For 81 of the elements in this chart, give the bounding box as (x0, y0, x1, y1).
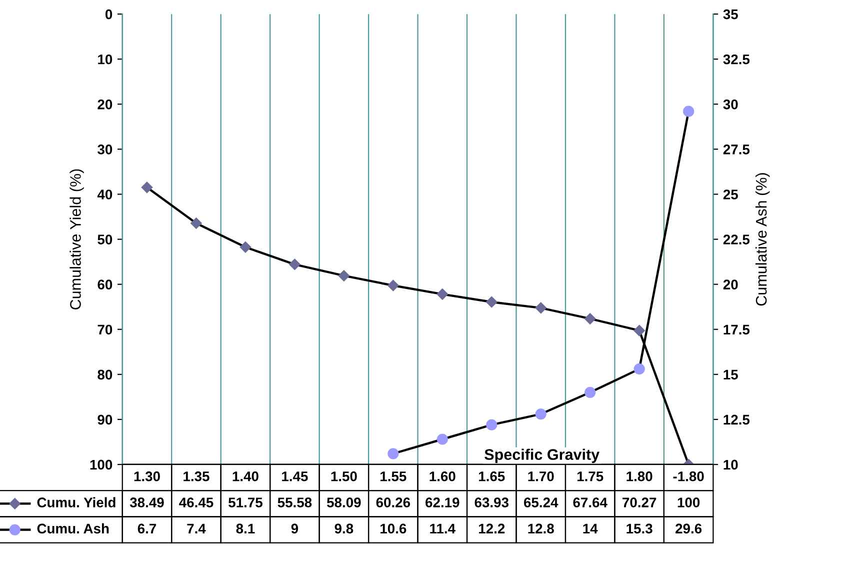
data-label: 63.93 (474, 498, 509, 508)
y-tick-label: 60 (98, 280, 112, 290)
legend-label: Cumu. Ash (37, 523, 109, 534)
y2-tick-label: 30 (723, 99, 738, 110)
data-label: 67.64 (573, 498, 608, 508)
text: 9 (291, 524, 298, 534)
point (634, 363, 645, 375)
y-tick-label: 0 (105, 9, 112, 20)
data-label: 51.75 (228, 498, 262, 508)
y-tick-label: 90 (98, 414, 112, 425)
point (486, 296, 498, 308)
x-axis-title: Specific Gravity (484, 448, 600, 463)
point (388, 448, 399, 460)
y2-tick-label: 15 (724, 370, 738, 380)
y2-tick-label: 32.5 (723, 54, 750, 64)
y-tick-label: 40 (97, 190, 112, 200)
data-label: 38.49 (130, 498, 164, 508)
point (634, 324, 645, 336)
x-tick-label: 1.70 (528, 471, 554, 482)
y-tick-label: 70 (98, 324, 112, 335)
data-label: 62.19 (426, 498, 460, 508)
point (584, 313, 596, 324)
data-label: 58.09 (326, 498, 361, 508)
data-label: 100 (678, 498, 700, 508)
data-label: 46.45 (179, 498, 214, 508)
y-tick-label: 50 (98, 234, 112, 244)
data-label: 12.2 (478, 524, 505, 534)
y2-tick-label: 35 (723, 9, 738, 20)
data-label: 29.6 (676, 524, 702, 534)
y2-tick-label: 20 (723, 280, 738, 290)
data-label: 65.24 (524, 498, 558, 508)
y-tick-label: 10 (98, 54, 112, 64)
y-axis-title: Cumulative Yield (%) (70, 169, 84, 310)
data-label: 55.58 (278, 498, 312, 508)
y2-tick-label: 12.5 (724, 414, 750, 425)
point (436, 288, 448, 300)
data-label: 10.6 (380, 524, 406, 534)
point (338, 270, 350, 282)
y2-tick-label: 22.5 (723, 234, 750, 244)
point (289, 258, 300, 270)
point (486, 419, 498, 430)
x-tick-label: 1.30 (134, 471, 160, 482)
point (388, 280, 399, 292)
x-tick-label: 1.40 (232, 471, 258, 482)
y-tick-label: 80 (98, 370, 112, 380)
x-tick-label: 1.75 (577, 472, 604, 482)
x-tick-label: 1.45 (282, 472, 308, 482)
y-tick-label: 20 (98, 99, 112, 110)
point (535, 408, 546, 420)
point (683, 106, 694, 117)
x-tick-label: 1.50 (331, 471, 357, 482)
y2-tick-label: 10 (724, 460, 738, 470)
x-tick-label: 1.60 (430, 471, 456, 482)
x-tick-label: 1.65 (478, 471, 505, 482)
text: 6.7 (138, 524, 156, 534)
y-tick-label: 30 (98, 144, 112, 154)
point (240, 242, 252, 253)
x-tick-label: -1.80 (673, 471, 704, 482)
y2-tick-label: 17.5 (724, 324, 750, 335)
y2-tick-label: 27.5 (723, 144, 750, 154)
x-tick-label: 1.35 (184, 471, 210, 482)
data-label: 14 (583, 524, 598, 534)
point (190, 218, 202, 229)
data-label: 70.27 (622, 498, 656, 508)
text: 9.8 (334, 524, 354, 534)
point (535, 302, 546, 314)
x-tick-label: 1.80 (626, 471, 652, 482)
y-tick-label: 100 (90, 460, 112, 470)
data-label: 60.26 (376, 498, 410, 508)
point (141, 182, 153, 194)
legend-label: Cumu. Yield (37, 497, 116, 508)
text: 8.1 (236, 524, 255, 534)
point (436, 434, 448, 445)
y2-tick-label: 25 (723, 190, 738, 200)
data-label: 11.4 (430, 524, 456, 534)
data-label: 15.3 (626, 524, 652, 534)
text: 7.4 (187, 524, 206, 534)
x-tick-label: 1.55 (380, 472, 406, 482)
data-label: 12.8 (528, 524, 554, 534)
point (584, 386, 596, 398)
y2-axis-title: Cumulative Ash (%) (755, 173, 770, 306)
